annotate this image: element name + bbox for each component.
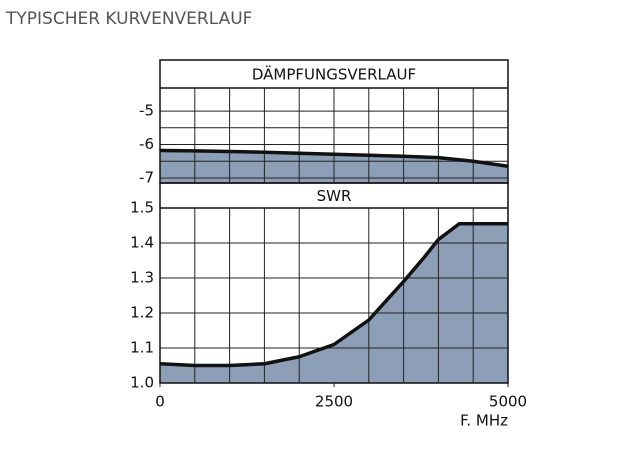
panel-frame bbox=[159, 182, 509, 384]
y-tick-label: 1.1 bbox=[130, 339, 154, 357]
area-fill bbox=[160, 223, 508, 383]
x-tick-label: 2500 bbox=[315, 393, 353, 411]
panel-title: DÄMPFUNGSVERLAUF bbox=[252, 65, 416, 84]
y-tick-label: -5 bbox=[139, 102, 154, 120]
y-tick-label: 1.3 bbox=[130, 269, 154, 287]
y-tick-label: -6 bbox=[139, 135, 154, 153]
x-axis-label: F. MHz bbox=[460, 412, 508, 430]
y-tick-label: 1.0 bbox=[130, 374, 154, 392]
y-tick-label: 1.2 bbox=[130, 304, 154, 322]
curve bbox=[159, 222, 508, 368]
y-tick-label: 1.4 bbox=[130, 234, 154, 252]
panel-title: SWR bbox=[317, 187, 352, 205]
curve bbox=[159, 148, 509, 169]
x-tick-label: 0 bbox=[155, 393, 165, 411]
y-tick-label: -7 bbox=[139, 168, 154, 186]
y-tick-label: 1.5 bbox=[130, 199, 154, 217]
page-title: TYPISCHER KURVENVERLAUF bbox=[5, 9, 252, 29]
x-tick-label: 5000 bbox=[489, 393, 527, 411]
